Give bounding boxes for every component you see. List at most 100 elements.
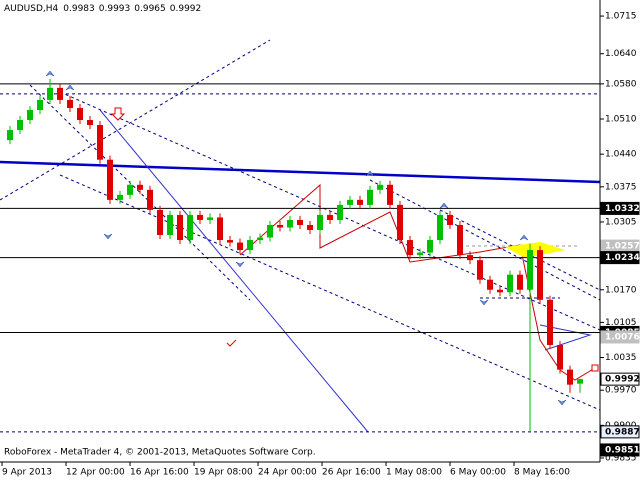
candle-body [177,214,183,241]
candle-body [47,87,53,100]
price-label: 0.9851 [605,445,640,455]
y-tick-label: 1.0170 [605,285,637,295]
fractal [479,299,489,306]
candle-body [407,240,413,256]
candle-body [297,219,303,225]
x-tick-label: 19 Apr 08:00 [194,468,253,478]
candle-body [567,369,573,385]
candle-body [277,224,283,228]
price-label-box [600,372,640,386]
y-tick-label: 1.0035 [605,353,637,363]
y-tick-label: 1.0715 [605,12,637,22]
x-tick-label: 9 Apr 2013 [2,468,52,478]
trend-line [99,109,369,433]
price-label: 1.0076 [605,332,640,342]
candle-body [577,379,583,384]
candle-body [17,120,23,131]
channel-line [59,174,601,411]
candle-body [387,184,393,205]
x-tick-label: 8 May 16:00 [514,468,570,478]
arrow-icon [110,107,126,121]
candle-body [317,214,323,230]
candle-body [97,125,103,160]
channel-line [0,39,271,201]
candle-body [287,219,293,228]
ohlc-value: 0.9992 [170,4,202,14]
candle-body [547,299,553,345]
marker [591,364,599,372]
price-label: 0.9992 [605,375,640,385]
fractal [557,399,567,406]
price-label: 1.0234 [605,253,640,263]
candle-body [517,274,523,290]
candle-body [337,204,343,220]
candle-body [197,214,203,220]
candle-body [397,204,403,241]
price-label-box [600,443,640,457]
candle-body [327,214,333,220]
x-tick-label: 1 May 08:00 [386,468,442,478]
trend-line [0,160,601,184]
fractal [519,234,529,241]
price-label-box [600,251,640,265]
candle-body [357,199,363,205]
candle-body [77,107,83,121]
footer: RoboForex - MetaTrader 4, © 2001-2013, M… [4,448,316,458]
y-tick-label: 1.0640 [605,49,637,59]
x-tick-label: 16 Apr 16:00 [130,468,189,478]
candle-body [267,224,273,238]
x-tick-label: 26 Apr 16:00 [322,468,381,478]
candle-body [147,189,153,210]
candle-body [217,217,223,241]
candle-body [457,224,463,256]
fractal [65,84,75,91]
y-tick-label: 1.0375 [605,182,637,192]
y-tick-label: 1.0105 [605,318,637,328]
candle-body [7,130,13,141]
fractal [45,70,55,77]
candle-body [67,99,73,108]
x-tick-label: 6 May 00:00 [450,468,506,478]
candle-body [377,184,383,190]
candle-body [117,194,123,200]
candle-body [467,255,473,261]
candle-body [447,214,453,225]
candle-body [127,184,133,195]
check-icon [226,339,237,347]
y-tick-label: 0.9970 [605,386,637,396]
price-label: 1.0332 [605,204,640,214]
candle-body [437,214,443,241]
price-label: 1.0257 [605,242,640,252]
candle-body [477,260,483,280]
price-label-box [600,330,640,344]
candle-body [557,344,563,370]
candle-body [137,184,143,190]
candle-body [507,274,513,293]
candle-body [167,214,173,236]
candle-body [247,240,253,251]
y-tick-label: 1.0580 [605,79,637,89]
x-tick-label: 24 Apr 00:00 [258,468,317,478]
candle-body [307,224,313,230]
candle-body [187,214,193,241]
candle-body [347,199,353,205]
candle-body [417,252,423,256]
fractal-arrows [45,70,567,406]
candle-body [497,289,503,293]
y-tick-label: 1.0440 [605,150,637,160]
candle-body [257,237,263,241]
candle-body [487,279,493,290]
candle-body [227,240,233,243]
fractal [365,170,375,177]
chart-title: AUDUSD,H4 0.9983 0.9993 0.9965 0.9992 [4,4,201,14]
candle-body [87,120,93,126]
highlight-zone [505,242,565,258]
candle-body [107,159,113,200]
price-label-box [600,201,640,215]
candle-body [237,242,243,251]
fractal [103,233,113,240]
ohlc-value: 0.9993 [99,4,131,14]
candle-body [527,250,533,290]
candle-body [27,109,33,121]
